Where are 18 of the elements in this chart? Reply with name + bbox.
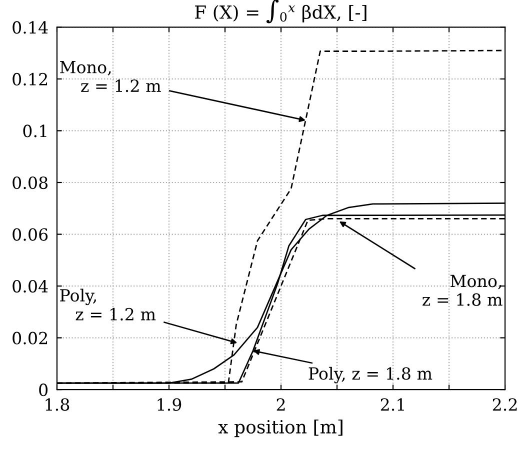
y-tick-label: 0.12 xyxy=(12,72,48,86)
x-tick-label: 1.8 xyxy=(46,398,70,411)
x-tick-label: 2.2 xyxy=(492,398,517,411)
x-tick-label: 2.1 xyxy=(380,398,404,411)
y-tick-label: 0.08 xyxy=(12,176,48,190)
y-tick-label: 0.1 xyxy=(23,124,46,138)
y-tick-label: 0.04 xyxy=(12,280,48,293)
x-tick-label: 2 xyxy=(276,398,285,411)
annotation: Mono, z = 1.2 m xyxy=(60,61,161,92)
y-tick-label: 0 xyxy=(39,384,48,396)
y-tick-label: 0.02 xyxy=(12,332,48,344)
annotation: Mono, z = 1.8 m xyxy=(422,274,502,306)
y-tick-label: 0.14 xyxy=(12,21,48,34)
x-tick-label: 1.9 xyxy=(158,398,182,411)
annotation: Poly, z = 1.8 m xyxy=(308,366,432,384)
annotation: Poly, z = 1.2 m xyxy=(60,288,156,321)
y-tick-label: 0.06 xyxy=(12,228,48,241)
x-axis-title: x position [m] xyxy=(218,420,342,438)
